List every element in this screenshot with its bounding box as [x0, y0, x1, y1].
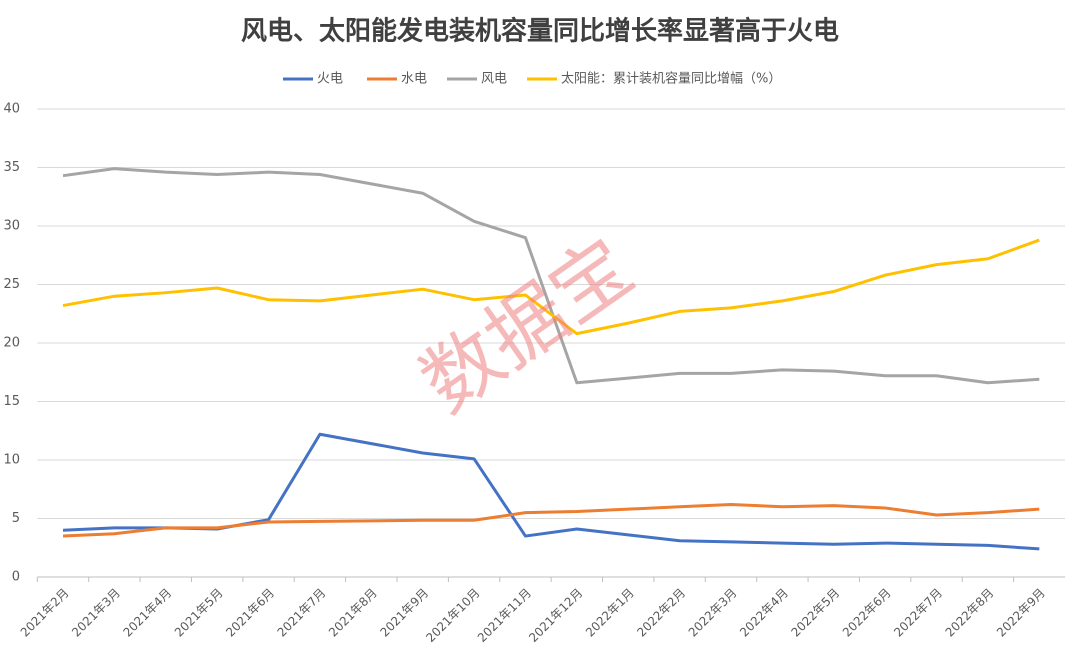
line-series [62, 502, 1040, 538]
legend-label: 太阳能：累计装机容量同比增幅（%） [561, 71, 781, 87]
x-tick-label: 2021年5月 [172, 586, 226, 640]
x-tick-label: 2022年2月 [634, 586, 688, 640]
x-tick-label: 2021年9月 [377, 586, 431, 640]
x-tick-label: 2022年1月 [583, 586, 637, 640]
x-tick-label: 2022年5月 [788, 586, 842, 640]
legend-label: 火电 [317, 72, 343, 87]
x-tick-label: 2021年7月 [275, 586, 329, 640]
x-tick-label: 2022年7月 [891, 586, 945, 640]
y-tick-label: 30 [3, 219, 20, 234]
line-series [62, 167, 1040, 385]
y-tick-label: 40 [3, 102, 20, 117]
x-tick-label: 2021年12月 [526, 586, 585, 645]
y-tick-label: 10 [3, 453, 20, 468]
x-tick-label: 2021年4月 [120, 586, 174, 640]
y-tick-label: 35 [3, 160, 20, 175]
chart-title: 风电、太阳能发电装机容量同比增长率显著高于火电 [241, 16, 839, 47]
x-tick-label: 2021年6月 [223, 586, 277, 640]
x-tick-label: 2022年9月 [994, 586, 1048, 640]
x-tick-label: 2021年3月 [69, 586, 123, 640]
x-tick-label: 2021年10月 [423, 586, 482, 645]
legend-label: 风电 [481, 72, 507, 87]
y-tick-label: 15 [3, 394, 20, 409]
line-series [62, 432, 1040, 551]
x-tick-label: 2021年2月 [18, 586, 72, 640]
y-tick-label: 5 [12, 511, 20, 526]
x-tick-label: 2022年6月 [840, 586, 894, 640]
line-series [62, 238, 1040, 336]
x-tick-label: 2022年3月 [686, 586, 740, 640]
x-tick-label: 2022年4月 [737, 586, 791, 640]
y-tick-label: 25 [3, 277, 20, 292]
x-tick-label: 2021年8月 [326, 586, 380, 640]
y-tick-label: 20 [3, 336, 20, 351]
x-tick-label: 2022年8月 [943, 586, 997, 640]
y-tick-label: 0 [12, 570, 20, 585]
x-tick-label: 2021年11月 [475, 586, 534, 645]
legend-label: 水电 [401, 72, 427, 87]
